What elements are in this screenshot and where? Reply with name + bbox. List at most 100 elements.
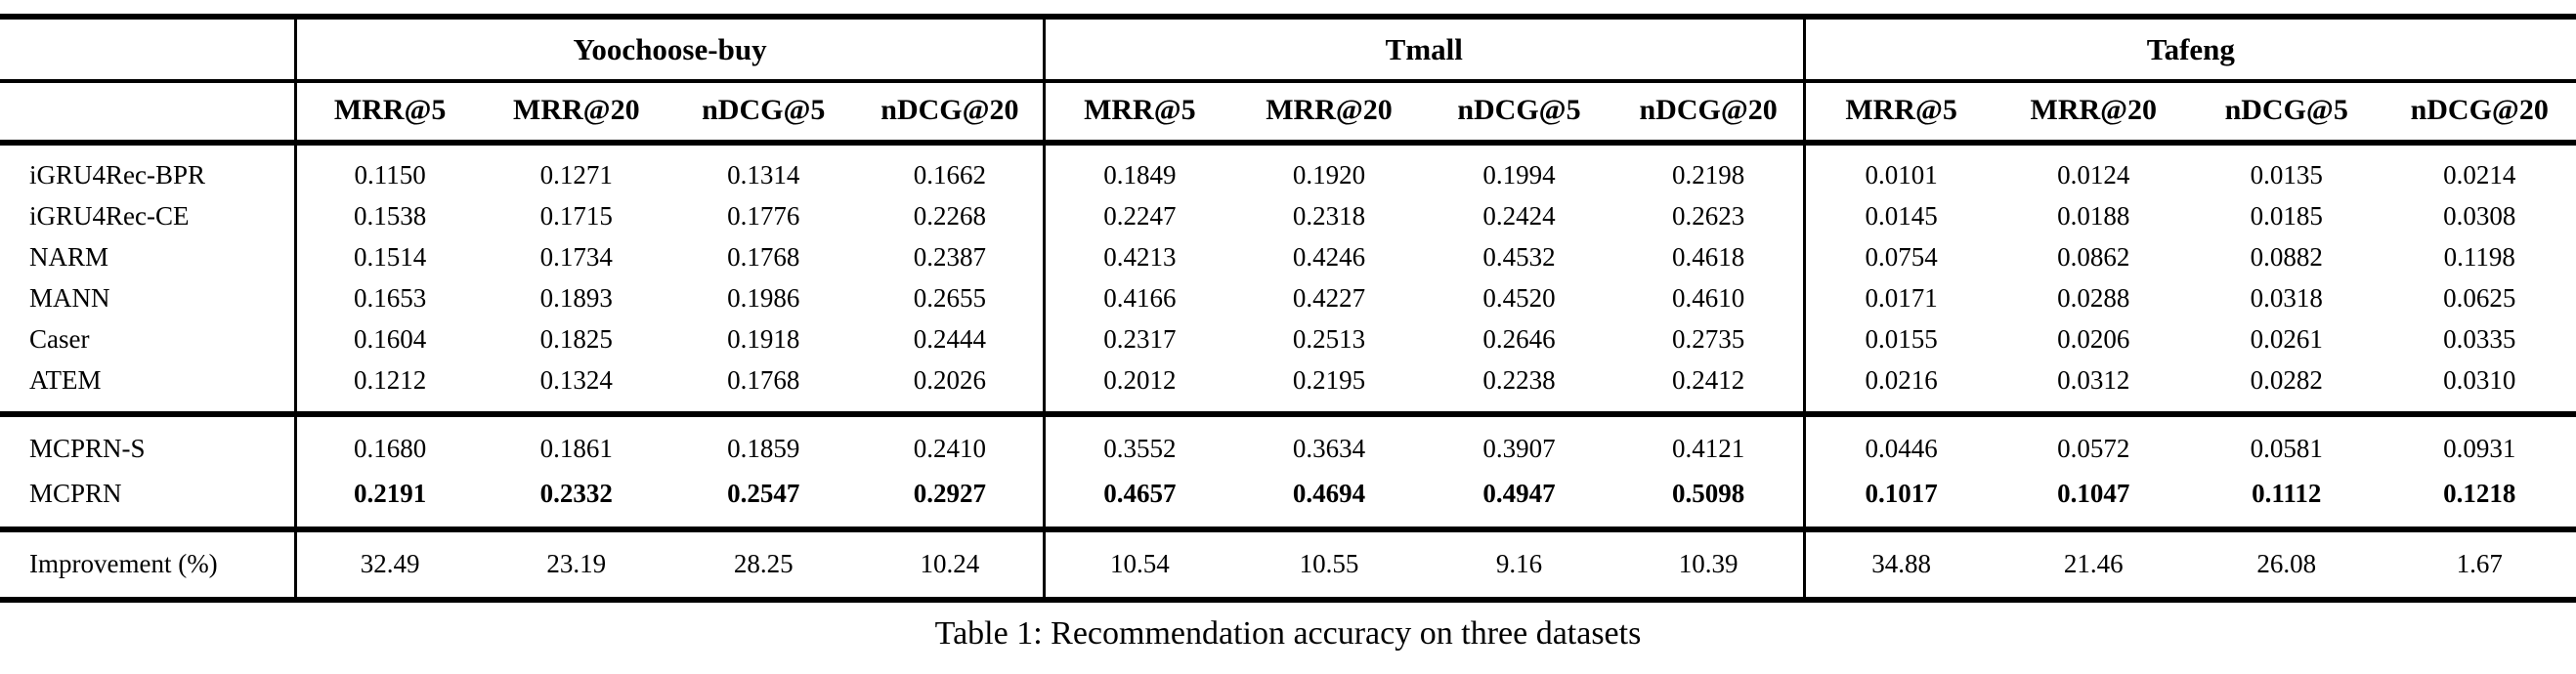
row-label: Improvement (%) [0, 529, 298, 600]
value-cell: 0.2412 [1672, 365, 1745, 395]
value-cell: 0.0572 [2057, 434, 2130, 463]
value-cell: 0.0206 [2057, 324, 2130, 354]
row-label: MANN [0, 277, 298, 318]
value-cell: 0.0101 [1802, 143, 1997, 195]
value-cell: 0.0155 [1802, 318, 1997, 359]
value-cell: 0.2927 [913, 479, 987, 508]
value-cell: 0.1861 [539, 434, 613, 463]
value-cell: 0.0124 [2057, 160, 2130, 190]
row-label: iGRU4Rec-BPR [0, 143, 298, 195]
dataset-header-tafeng: Tafeng [1802, 17, 2576, 83]
value-cell: 0.4618 [1672, 242, 1745, 272]
value-cell: 0.1112 [2252, 479, 2322, 508]
value-cell: 0.1768 [727, 242, 800, 272]
value-cell: 21.46 [2063, 549, 2124, 578]
corner-cell [0, 81, 298, 146]
value-cell: 0.0318 [2250, 283, 2323, 313]
value-cell: 0.1849 [1042, 143, 1234, 195]
table-row: Caser 0.1604 0.1825 0.1918 0.2444 0.2317 0.251… [0, 318, 2576, 359]
value-cell: 0.1859 [727, 434, 800, 463]
value-cell: 1.67 [2456, 549, 2503, 578]
value-cell: 0.1893 [539, 283, 613, 313]
row-label: MCPRN-S [0, 414, 298, 471]
value-cell: 0.1825 [539, 324, 613, 354]
section-proposed: MCPRN-S 0.1680 0.1861 0.1859 0.2410 0.3552 0.3… [0, 414, 2576, 529]
value-cell: 0.4213 [1042, 236, 1234, 277]
value-cell: 0.1198 [2443, 242, 2515, 272]
metric-header: MRR@20 [483, 81, 670, 146]
value-cell: 32.49 [294, 529, 484, 600]
value-cell: 0.1662 [913, 160, 987, 190]
value-cell: 10.55 [1299, 549, 1359, 578]
table-caption: Table 1: Recommendation accuracy on thre… [934, 615, 1642, 652]
value-cell: 0.0931 [2443, 434, 2516, 463]
value-cell: 0.3552 [1042, 414, 1234, 471]
row-label: Caser [0, 318, 298, 359]
value-cell: 0.1776 [727, 201, 800, 231]
value-cell: 0.1680 [294, 414, 484, 471]
value-cell: 0.1986 [727, 283, 800, 313]
metric-header: MRR@5 [1042, 81, 1234, 146]
value-cell: 0.4947 [1482, 479, 1556, 508]
metric-header: MRR@5 [294, 81, 484, 146]
value-cell: 0.4610 [1672, 283, 1745, 313]
table-1: Yoochoose-buy Tmall Tafeng MRR@5 MRR@20 … [0, 14, 2576, 603]
value-cell: 0.0171 [1802, 277, 1997, 318]
value-cell: 0.1324 [539, 365, 613, 395]
value-cell: 0.0754 [1802, 236, 1997, 277]
corner-cell [0, 17, 298, 83]
value-cell: 0.0214 [2443, 160, 2516, 190]
value-cell: 0.1734 [539, 242, 613, 272]
value-cell: 0.2318 [1292, 201, 1366, 231]
metric-header: nDCG@5 [669, 81, 857, 146]
metric-header: nDCG@20 [2383, 81, 2576, 146]
value-cell: 0.2735 [1672, 324, 1745, 354]
value-cell: 34.88 [1802, 529, 1997, 600]
value-cell: 0.0185 [2250, 201, 2323, 231]
dataset-header-row: Yoochoose-buy Tmall Tafeng [0, 17, 2576, 83]
value-cell: 0.4227 [1292, 283, 1366, 313]
value-cell: 0.2655 [913, 283, 987, 313]
value-cell: 0.4532 [1482, 242, 1556, 272]
value-cell: 0.5098 [1672, 479, 1745, 508]
table-row: iGRU4Rec-BPR 0.1150 0.1271 0.1314 0.1662 0.18… [0, 143, 2576, 195]
value-cell: 0.4694 [1292, 479, 1366, 508]
value-cell: 0.0312 [2057, 365, 2130, 395]
metric-header: nDCG@20 [1613, 81, 1805, 146]
value-cell: 0.2444 [913, 324, 987, 354]
value-cell: 0.2410 [913, 434, 987, 463]
value-cell: 0.1047 [2057, 479, 2130, 508]
value-cell: 0.2332 [539, 479, 613, 508]
value-cell: 9.16 [1495, 549, 1543, 578]
value-cell: 0.0216 [1802, 359, 1997, 414]
value-cell: 26.08 [2256, 549, 2317, 578]
value-cell: 0.0446 [1802, 414, 1997, 471]
results-table: Yoochoose-buy Tmall Tafeng MRR@5 MRR@20 … [0, 14, 2576, 603]
value-cell: 0.0145 [1802, 195, 1997, 236]
value-cell: 0.1653 [294, 277, 484, 318]
table-row: iGRU4Rec-CE 0.1538 0.1715 0.1776 0.2268 0.224… [0, 195, 2576, 236]
value-cell: 0.2387 [913, 242, 987, 272]
table-header: Yoochoose-buy Tmall Tafeng MRR@5 MRR@20 … [0, 17, 2576, 146]
value-cell: 0.2191 [294, 471, 484, 529]
value-cell: 0.0882 [2250, 242, 2323, 272]
metric-header: MRR@5 [1802, 81, 1997, 146]
table-row: MCPRN 0.2191 0.2332 0.2547 0.2927 0.4657 0.469… [0, 471, 2576, 529]
value-cell: 0.2317 [1042, 318, 1234, 359]
value-cell: 0.2646 [1482, 324, 1556, 354]
section-improvement: Improvement (%) 32.49 23.19 28.25 10.24 10.54… [0, 529, 2576, 600]
metric-header: nDCG@20 [856, 81, 1045, 146]
value-cell: 0.1715 [539, 201, 613, 231]
value-cell: 0.3634 [1292, 434, 1366, 463]
metric-header: MRR@20 [1996, 81, 2190, 146]
value-cell: 0.0862 [2057, 242, 2130, 272]
value-cell: 0.4657 [1042, 471, 1234, 529]
table-row: NARM 0.1514 0.1734 0.1768 0.2387 0.4213 0.4246… [0, 236, 2576, 277]
value-cell: 0.2026 [913, 365, 987, 395]
row-label: NARM [0, 236, 298, 277]
table-row: ATEM 0.1212 0.1324 0.1768 0.2026 0.2012 0.2195… [0, 359, 2576, 414]
section-baselines: iGRU4Rec-BPR 0.1150 0.1271 0.1314 0.1662 0.18… [0, 143, 2576, 414]
value-cell: 0.0310 [2443, 365, 2516, 395]
value-cell: 0.2195 [1292, 365, 1366, 395]
